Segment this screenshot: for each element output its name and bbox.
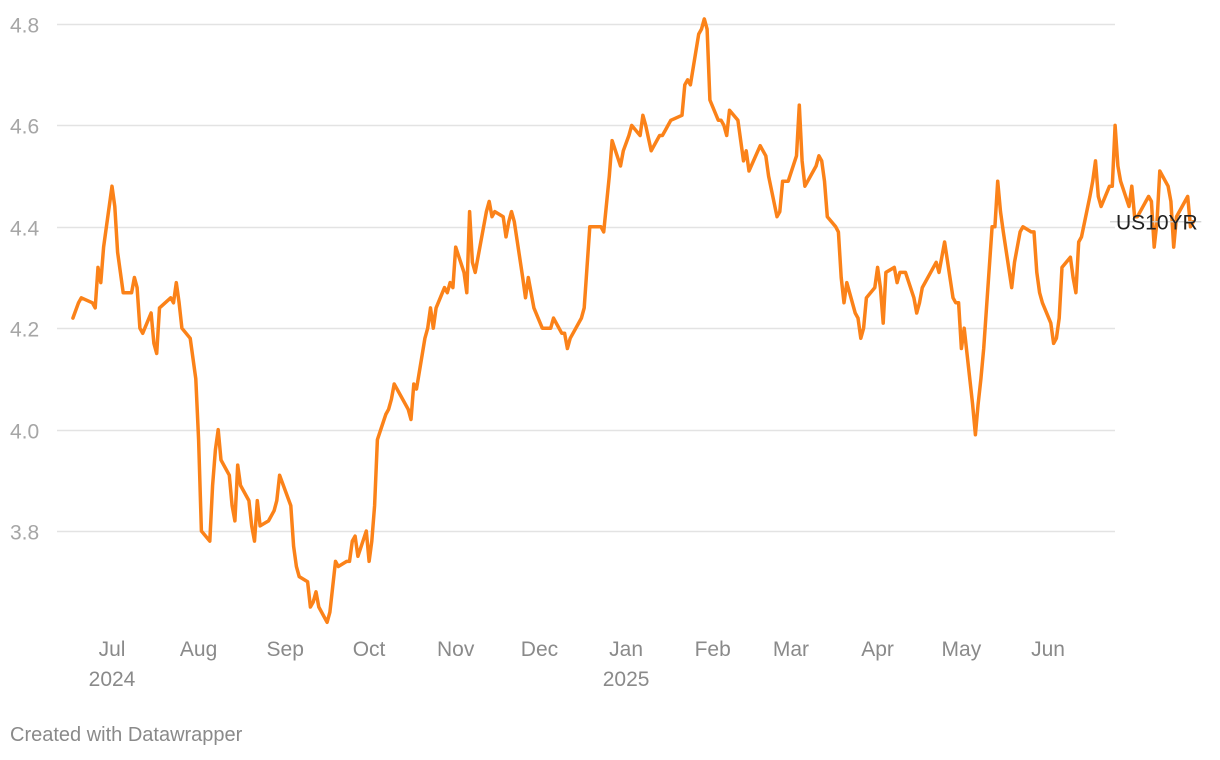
x-tick-label: Oct [353,638,386,661]
y-tick-label: 3.8 [10,522,39,545]
x-tick-label: Jun [1031,638,1065,661]
x-tick-label: Nov [437,638,475,661]
y-tick-label: 4.4 [10,218,40,241]
series-line [71,17,1196,625]
series-layer: US10YR [71,17,1202,625]
x-tick-label: Jul [99,638,126,661]
x-tick-year-label: 2025 [603,668,650,691]
x-tick-label: Dec [521,638,558,661]
y-tick-label: 4.0 [10,421,39,444]
y-tick-label: 4.2 [10,319,39,342]
x-tick-year-label: 2024 [89,668,136,691]
x-axis-ticks: Jul 2024 Aug Sep Oct Nov Dec Jan 2025 Feb Mar Apr Ma… [89,638,1065,691]
x-tick-label: May [942,638,982,661]
x-tick-label: Mar [773,638,809,661]
y-tick-label: 4.8 [10,15,39,38]
x-tick-label: Jan [609,638,643,661]
x-tick-label: Apr [861,638,894,661]
x-tick-label: Sep [267,638,304,661]
y-axis-ticks: 3.8 4.0 4.2 4.4 4.6 4.8 [10,15,40,545]
line-chart: 3.8 4.0 4.2 4.4 4.6 4.8 Jul 2024 Aug Sep Oct Nov De… [10,15,1202,691]
y-tick-label: 4.6 [10,116,39,139]
x-tick-label: Feb [695,638,731,661]
footer-credit: Created with Datawrapper [10,724,243,746]
x-tick-label: Aug [180,638,217,661]
series-label: US10YR [1116,212,1198,235]
gridlines [57,23,1115,533]
